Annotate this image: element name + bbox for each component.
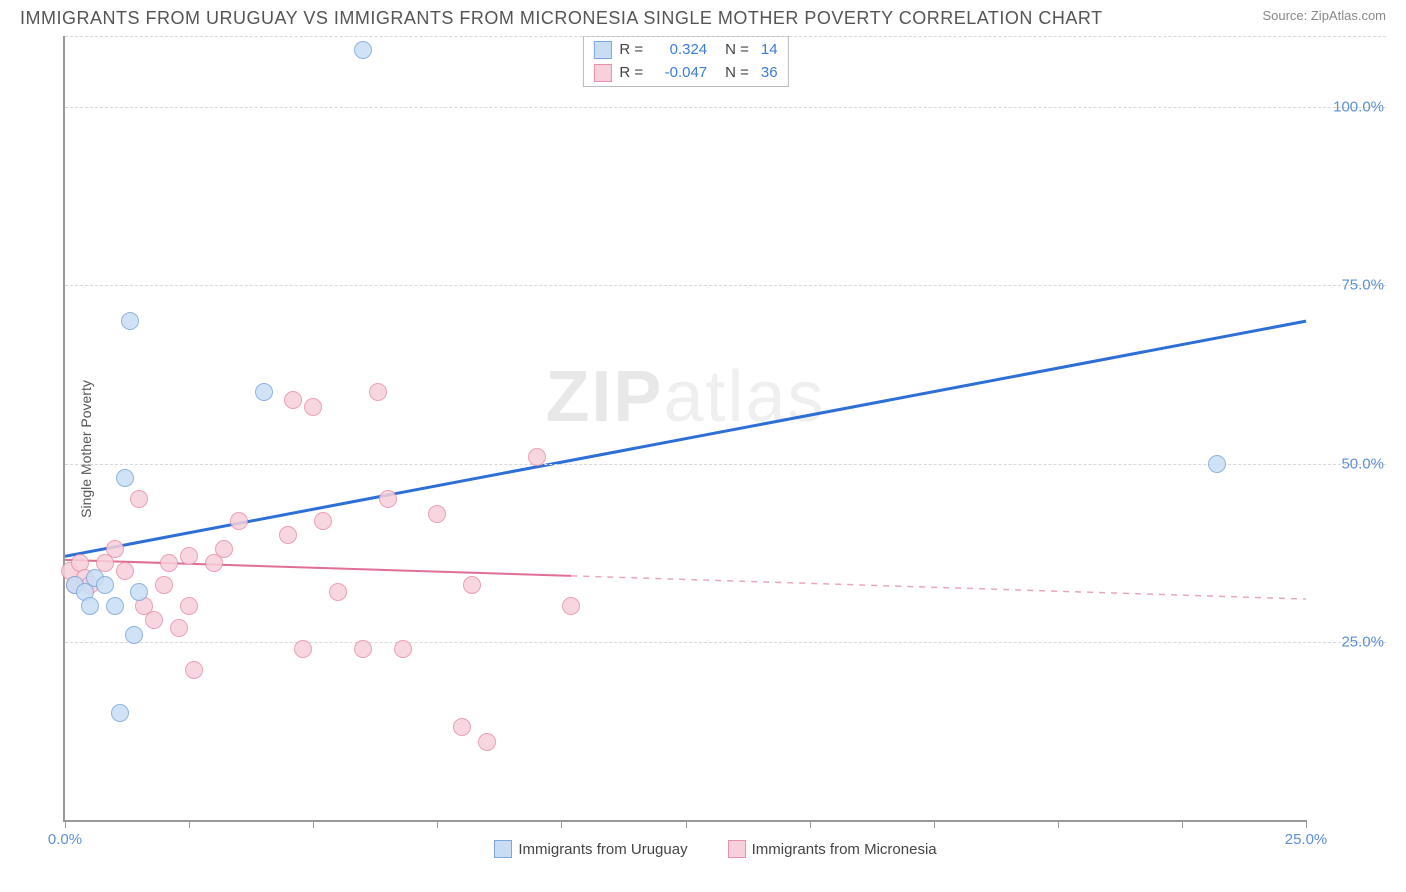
n-label: N =	[725, 39, 749, 62]
data-point	[96, 576, 114, 594]
legend-swatch-uruguay	[593, 41, 611, 59]
data-point	[81, 597, 99, 615]
data-point	[562, 597, 580, 615]
r-value: -0.047	[655, 62, 707, 85]
data-point	[453, 718, 471, 736]
gridline	[65, 36, 1386, 37]
y-tick-label: 25.0%	[1341, 633, 1384, 650]
data-point	[130, 583, 148, 601]
series-name: Immigrants from Micronesia	[752, 841, 937, 858]
x-tick	[189, 820, 190, 828]
data-point	[180, 547, 198, 565]
data-point	[145, 611, 163, 629]
x-tick	[437, 820, 438, 828]
chart-container: Single Mother Poverty ZIPatlas R = 0.324…	[45, 36, 1386, 862]
source-label: Source: ZipAtlas.com	[1262, 8, 1386, 23]
data-point	[180, 597, 198, 615]
y-tick-label: 75.0%	[1341, 277, 1384, 294]
data-point	[463, 576, 481, 594]
data-point	[379, 490, 397, 508]
x-tick	[65, 820, 66, 828]
data-point	[354, 640, 372, 658]
data-point	[130, 490, 148, 508]
legend-swatch-uruguay	[494, 840, 512, 858]
n-value: 14	[761, 39, 778, 62]
data-point	[329, 583, 347, 601]
gridline	[65, 285, 1386, 286]
plot-area: ZIPatlas R = 0.324 N = 14 R = -0.047 N =…	[63, 36, 1306, 822]
n-label: N =	[725, 62, 749, 85]
data-point	[314, 512, 332, 530]
legend-swatch-micronesia	[728, 840, 746, 858]
r-label: R =	[619, 62, 643, 85]
gridline	[65, 464, 1386, 465]
x-tick	[313, 820, 314, 828]
trend-lines	[65, 36, 1306, 820]
data-point	[155, 576, 173, 594]
legend-item-micronesia: Immigrants from Micronesia	[728, 840, 937, 858]
data-point	[369, 383, 387, 401]
watermark: ZIPatlas	[545, 356, 825, 438]
x-tick	[686, 820, 687, 828]
x-tick	[1306, 820, 1307, 828]
data-point	[478, 733, 496, 751]
chart-title: IMMIGRANTS FROM URUGUAY VS IMMIGRANTS FR…	[20, 8, 1103, 29]
legend-swatch-micronesia	[593, 64, 611, 82]
x-tick	[561, 820, 562, 828]
data-point	[111, 704, 129, 722]
data-point	[160, 554, 178, 572]
data-point	[294, 640, 312, 658]
x-tick	[810, 820, 811, 828]
data-point	[284, 391, 302, 409]
data-point	[1208, 455, 1226, 473]
data-point	[230, 512, 248, 530]
legend-item-uruguay: Immigrants from Uruguay	[494, 840, 687, 858]
data-point	[170, 619, 188, 637]
legend-row: R = -0.047 N = 36	[593, 62, 777, 85]
gridline	[65, 642, 1386, 643]
data-point	[428, 505, 446, 523]
series-name: Immigrants from Uruguay	[518, 841, 687, 858]
data-point	[116, 469, 134, 487]
data-point	[528, 448, 546, 466]
correlation-legend: R = 0.324 N = 14 R = -0.047 N = 36	[582, 36, 788, 87]
r-label: R =	[619, 39, 643, 62]
data-point	[255, 383, 273, 401]
data-point	[185, 661, 203, 679]
data-point	[116, 562, 134, 580]
x-tick	[934, 820, 935, 828]
data-point	[215, 540, 233, 558]
legend-row: R = 0.324 N = 14	[593, 39, 777, 62]
x-tick	[1182, 820, 1183, 828]
data-point	[125, 626, 143, 644]
data-point	[106, 597, 124, 615]
data-point	[279, 526, 297, 544]
gridline	[65, 107, 1386, 108]
data-point	[354, 41, 372, 59]
y-tick-label: 100.0%	[1333, 99, 1384, 116]
x-tick	[1058, 820, 1059, 828]
data-point	[121, 312, 139, 330]
series-legend: Immigrants from Uruguay Immigrants from …	[45, 840, 1386, 858]
data-point	[394, 640, 412, 658]
data-point	[106, 540, 124, 558]
r-value: 0.324	[655, 39, 707, 62]
data-point	[304, 398, 322, 416]
y-tick-label: 50.0%	[1341, 455, 1384, 472]
n-value: 36	[761, 62, 778, 85]
